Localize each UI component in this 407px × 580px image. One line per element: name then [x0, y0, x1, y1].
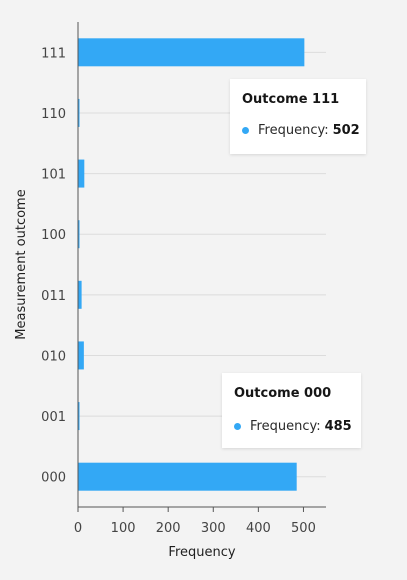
- x-tick-label: 200: [156, 521, 181, 536]
- bars: [78, 38, 305, 491]
- y-tick-label: 111: [41, 46, 66, 61]
- y-tick-label: 110: [41, 107, 66, 122]
- bar-111[interactable]: [78, 38, 305, 67]
- tooltip-outcome-000: Outcome 000 Frequency: 485: [222, 373, 361, 448]
- series-dot-icon: [234, 423, 241, 430]
- x-tick-label: 0: [74, 521, 82, 536]
- x-axis-title: Frequency: [168, 545, 235, 560]
- tooltip-series-label: Frequency:: [250, 419, 321, 434]
- bar-001[interactable]: [78, 402, 80, 431]
- tooltip-series-label: Frequency:: [258, 123, 329, 138]
- series-dot-icon: [242, 127, 249, 134]
- x-tick-label: 100: [111, 521, 136, 536]
- bar-110[interactable]: [78, 98, 80, 127]
- tooltip-outcome-111: Outcome 111 Frequency: 502: [230, 79, 366, 154]
- gridlines: [78, 51, 326, 478]
- y-tick-label: 100: [41, 228, 66, 243]
- bar-000[interactable]: [78, 462, 297, 491]
- x-tick-label: 300: [201, 521, 226, 536]
- x-tick-label: 500: [291, 521, 316, 536]
- bar-010[interactable]: [78, 341, 84, 370]
- tooltip-title: Outcome 000: [234, 386, 332, 401]
- y-axis-title: Measurement outcome: [14, 189, 29, 339]
- tooltip-row: Frequency: 502: [242, 123, 360, 138]
- x-tick-label: 400: [246, 521, 271, 536]
- tooltip-value: 485: [324, 419, 352, 434]
- tooltip-row: Frequency: 485: [234, 419, 352, 434]
- y-tick-label: 000: [41, 471, 66, 486]
- y-tick-label: 001: [41, 410, 66, 425]
- y-tick-label: 101: [41, 168, 66, 183]
- y-tick-label: 011: [41, 289, 66, 304]
- axes: [77, 22, 326, 508]
- bar-101[interactable]: [78, 159, 85, 188]
- tooltip-title: Outcome 111: [242, 92, 340, 107]
- y-tick-label: 010: [41, 349, 66, 364]
- bar-100[interactable]: [78, 220, 80, 249]
- tooltip-value: 502: [332, 123, 360, 138]
- bar-011[interactable]: [78, 280, 82, 309]
